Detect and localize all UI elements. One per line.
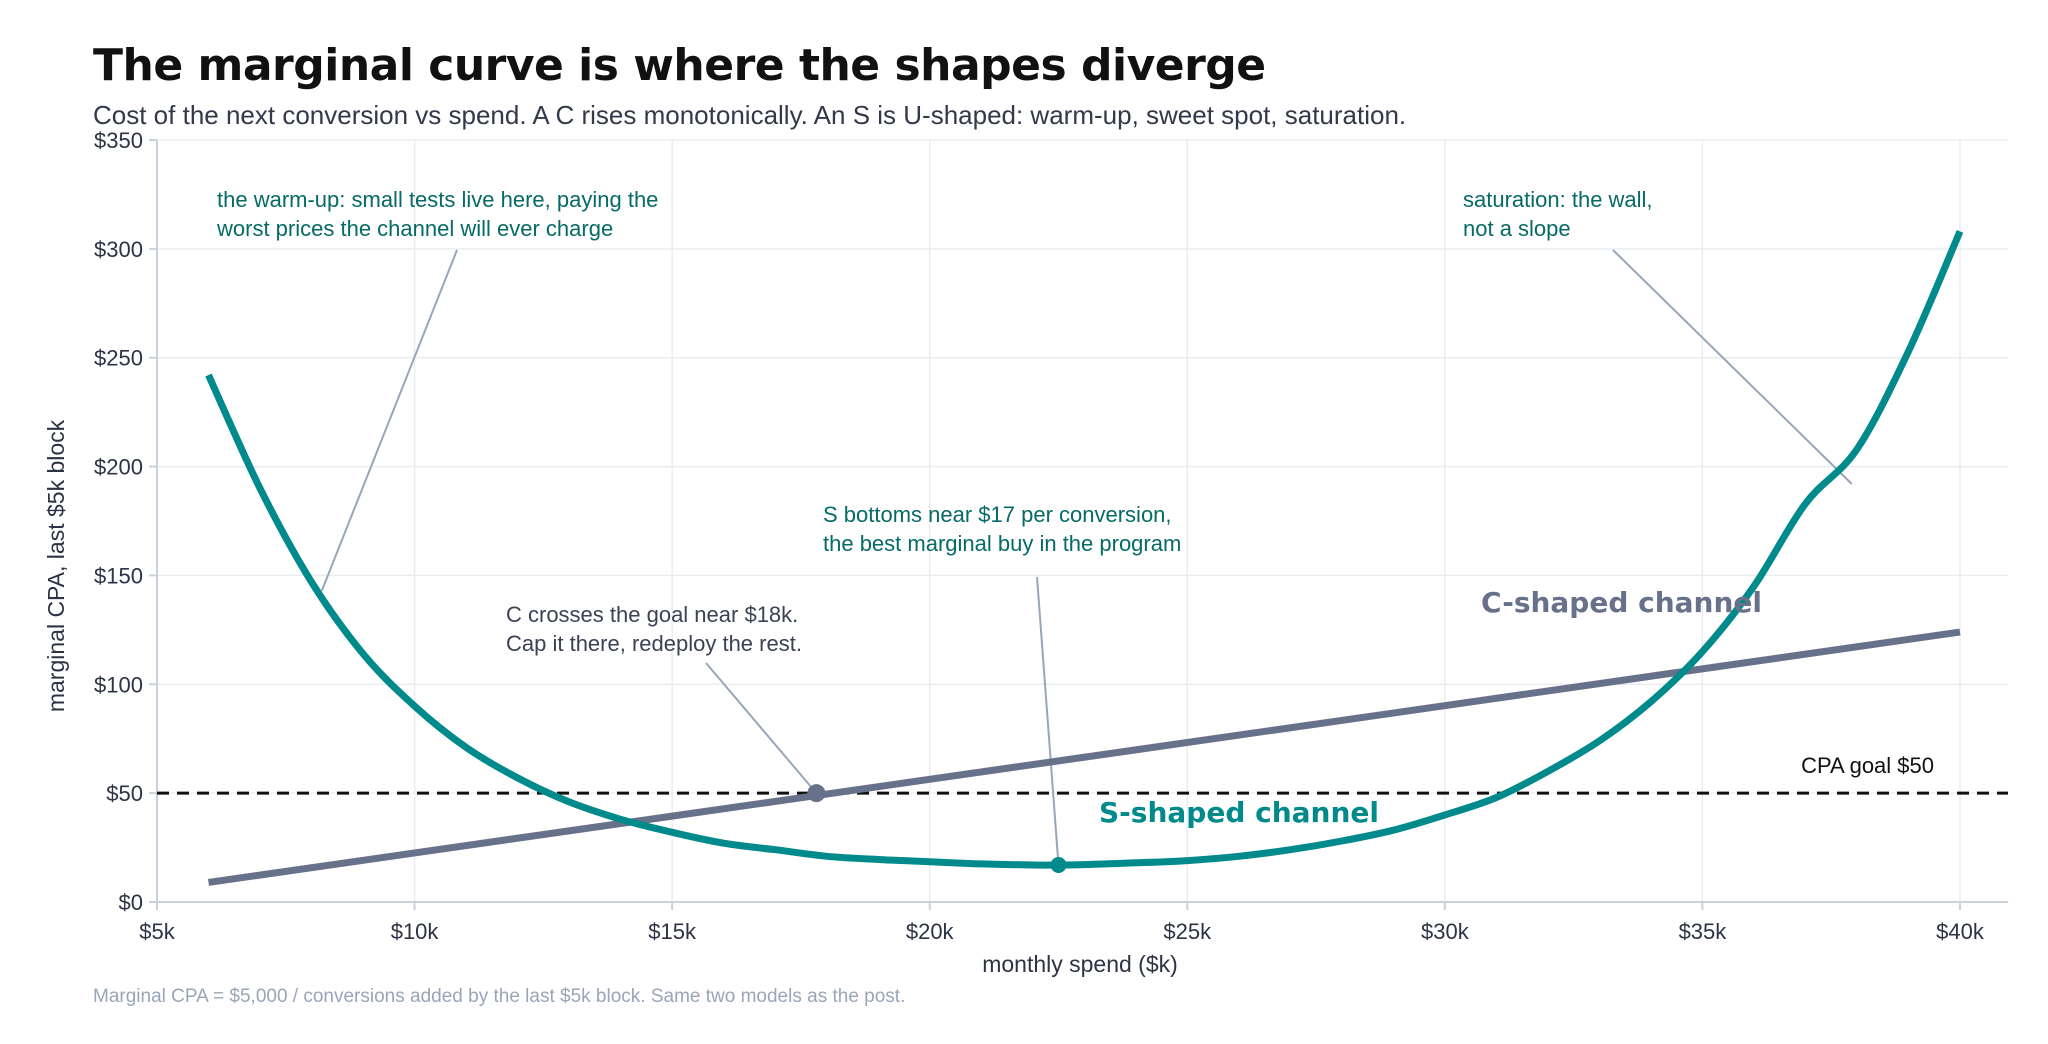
annotation-leader-line	[320, 249, 458, 592]
y-tick-label: $100	[94, 672, 143, 697]
x-axis-label: monthly spend ($k)	[982, 951, 1178, 977]
x-tick-label: $15k	[648, 919, 697, 944]
annotation-leaders	[320, 249, 1853, 866]
x-tick-label: $20k	[906, 919, 955, 944]
warmup-annotation-line-1: the warm-up: small tests live here, payi…	[217, 187, 658, 212]
saturation-annotation-line-2: not a slope	[1463, 216, 1571, 241]
markers	[807, 784, 1067, 873]
x-tick-label: $10k	[391, 919, 440, 944]
y-tick-label: $50	[106, 781, 143, 806]
chart-subtitle: Cost of the next conversion vs spend. A …	[93, 100, 1407, 130]
c-cross-annotation-line-2: Cap it there, redeploy the rest.	[506, 631, 802, 656]
x-tick-label: $25k	[1163, 919, 1212, 944]
s-minimum-marker	[1050, 856, 1067, 873]
y-axis-label: marginal CPA, last $5k block	[43, 419, 69, 712]
series	[157, 230, 2008, 886]
c-goal-crossing-marker	[807, 784, 826, 803]
annotation-leader-line	[1036, 576, 1060, 866]
axes: $0 $50 $100 $150 $200 $250 $300 $350 $5k $10k $15k…	[94, 128, 2008, 944]
grid	[157, 139, 2008, 902]
s-shaped-series-line	[205, 230, 1964, 869]
annotation-leader-line	[705, 662, 818, 794]
s-bottom-annotation-line-1: S bottoms near $17 per conversion,	[823, 502, 1172, 527]
y-tick-label: $300	[94, 237, 143, 262]
x-tick-label: $35k	[1679, 919, 1728, 944]
s-bottom-annotation-line-2: the best marginal buy in the program	[823, 531, 1181, 556]
c-cross-annotation-line-1: C crosses the goal near $18k.	[506, 602, 798, 627]
x-tick-label: $5k	[139, 919, 175, 944]
y-tick-label: $350	[94, 128, 143, 153]
s-series-label: S-shaped channel	[1099, 796, 1379, 829]
saturation-annotation-line-1: saturation: the wall,	[1463, 187, 1653, 212]
footnote: Marginal CPA = $5,000 / conversions adde…	[93, 986, 906, 1007]
c-cross-annotation: C crosses the goal near $18k. Cap it the…	[506, 602, 804, 656]
x-tick-label: $40k	[1936, 919, 1985, 944]
c-series-label: C-shaped channel	[1481, 586, 1762, 619]
c-shaped-series-line	[208, 628, 1961, 886]
warmup-annotation: the warm-up: small tests live here, payi…	[216, 187, 665, 241]
y-tick-label: $0	[119, 890, 143, 915]
y-tick-label: $250	[94, 346, 143, 371]
x-tick-label: $30k	[1421, 919, 1470, 944]
s-bottom-annotation: S bottoms near $17 per conversion, the b…	[823, 502, 1181, 556]
chart-title: The marginal curve is where the shapes d…	[93, 40, 1266, 91]
annotation-leader-line	[1612, 249, 1853, 485]
goal-line-label: CPA goal $50	[1801, 753, 1934, 778]
saturation-annotation: saturation: the wall, not a slope	[1463, 187, 1659, 241]
y-tick-label: $150	[94, 563, 143, 588]
y-tick-label: $200	[94, 455, 143, 480]
warmup-annotation-line-2: worst prices the channel will ever charg…	[216, 216, 613, 241]
